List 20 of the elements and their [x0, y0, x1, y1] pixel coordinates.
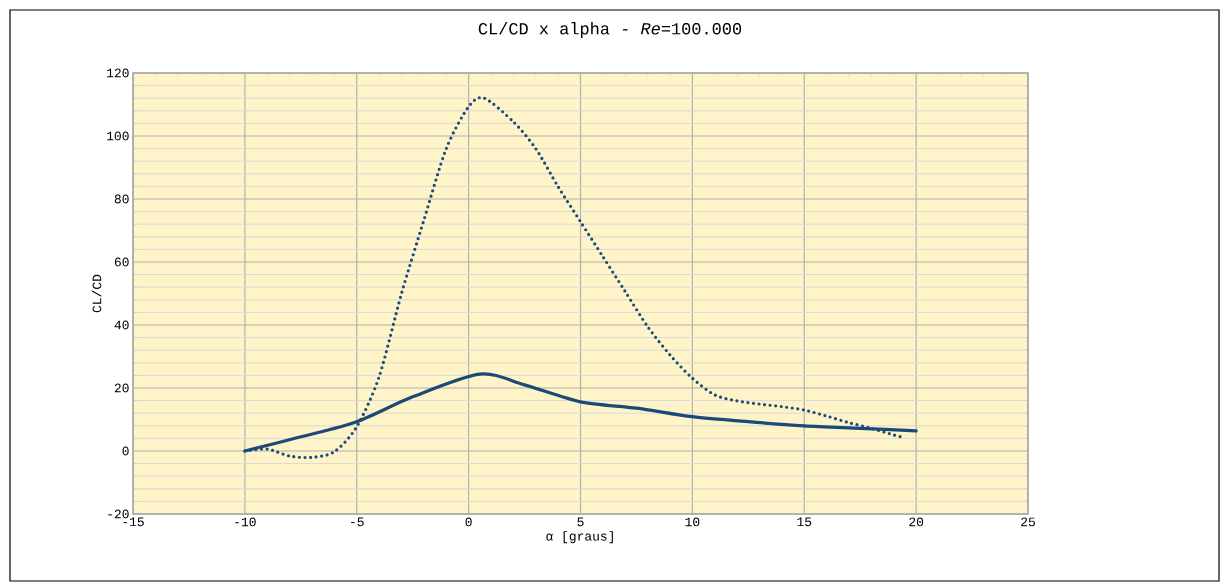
x-tick-label: 25: [1021, 517, 1035, 527]
y-tick-label: 80: [114, 194, 129, 204]
chart-title: CL/CD x alpha - Re=100.000: [478, 22, 742, 38]
y-tick-label: 100: [107, 131, 129, 141]
x-tick-label: -10: [235, 517, 256, 527]
x-tick-label: 15: [797, 517, 812, 527]
y-tick-label: 40: [114, 320, 129, 330]
y-tick-label: 120: [107, 68, 129, 78]
x-tick-label: 10: [685, 517, 700, 527]
x-tick-label: 20: [909, 517, 924, 527]
y-tick-label: 0: [122, 446, 129, 456]
y-tick-label: -20: [108, 509, 129, 519]
y-tick-label: 20: [114, 383, 129, 393]
y-tick-label: 60: [114, 257, 129, 267]
x-tick-label: 0: [465, 517, 472, 527]
x-tick-label: -5: [351, 517, 364, 527]
x-axis-title: α [graus]: [546, 531, 613, 544]
y-axis-title: CL/CD: [91, 274, 102, 313]
x-tick-label: -15: [123, 517, 144, 527]
x-tick-label: 5: [577, 517, 584, 527]
